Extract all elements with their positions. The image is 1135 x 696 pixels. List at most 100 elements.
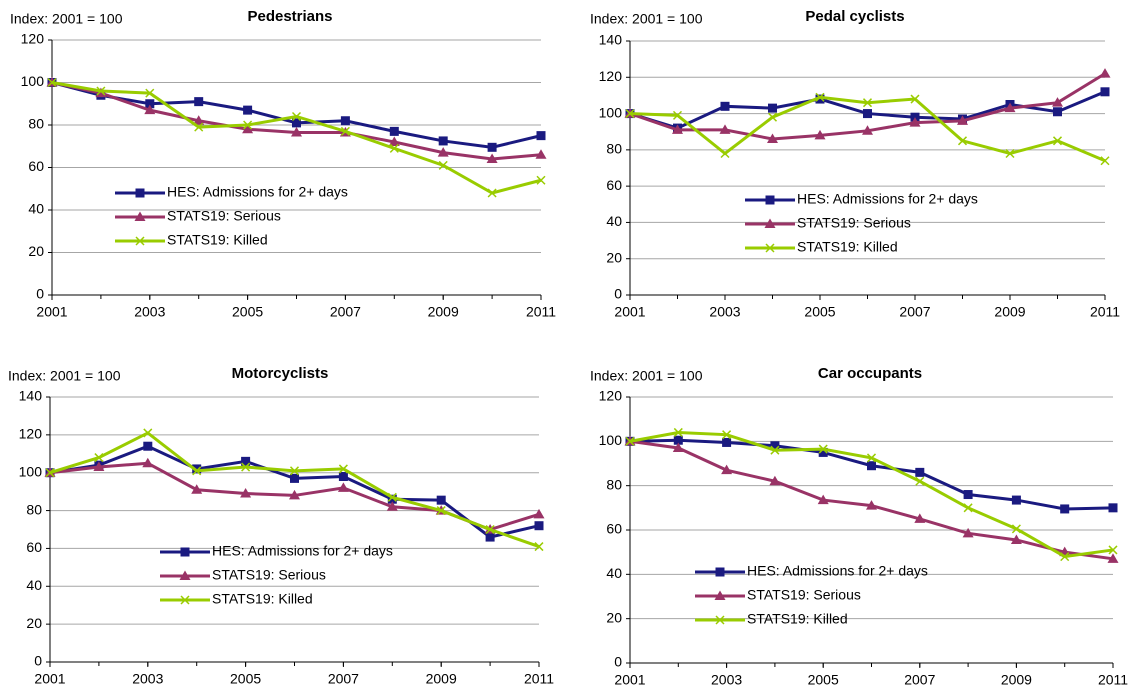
legend-marker	[715, 615, 725, 625]
y-tick-label: 60	[606, 521, 622, 537]
x-tick-label: 2005	[804, 304, 835, 320]
marker	[388, 136, 400, 146]
y-tick-label: 40	[28, 201, 44, 217]
legend-marker	[135, 188, 145, 198]
chart-title: Pedal cyclists	[805, 8, 904, 25]
marker	[862, 98, 873, 108]
y-tick-label: 20	[28, 243, 44, 259]
marker	[94, 453, 104, 463]
marker	[438, 160, 448, 170]
marker	[769, 475, 781, 486]
marker	[722, 437, 732, 447]
marker	[1053, 107, 1062, 117]
marker	[962, 527, 974, 538]
x-tick-label: 2007	[330, 304, 361, 320]
legend-label: STATS19: Serious	[747, 587, 861, 603]
marker	[243, 105, 253, 115]
y-tick-label: 0	[34, 653, 42, 669]
y-tick-label: 40	[26, 577, 42, 593]
marker	[722, 430, 732, 440]
y-tick-label: 0	[614, 654, 622, 670]
legend-marker	[715, 567, 725, 577]
marker	[240, 488, 252, 498]
x-tick-label: 2009	[426, 671, 457, 687]
x-tick-label: 2001	[34, 671, 65, 687]
x-tick-label: 2001	[614, 672, 645, 688]
marker	[536, 131, 546, 141]
marker	[1060, 552, 1070, 562]
marker	[289, 466, 300, 476]
x-tick-label: 2003	[132, 671, 163, 687]
y-tick-label: 120	[19, 426, 43, 442]
marker	[142, 457, 154, 468]
marker	[1011, 495, 1021, 505]
chart-title: Pedestrians	[247, 8, 332, 25]
y-axis-label: Index: 2001 = 100	[590, 11, 703, 27]
y-tick-label: 80	[26, 501, 42, 517]
marker	[957, 136, 968, 146]
marker	[289, 489, 300, 500]
legend-marker	[134, 211, 146, 221]
series-line	[629, 438, 1114, 511]
x-tick-label: 2003	[134, 304, 165, 320]
marker	[1060, 504, 1070, 514]
marker	[389, 143, 399, 153]
marker	[814, 129, 826, 140]
y-tick-label: 100	[599, 104, 623, 120]
marker	[909, 117, 921, 127]
marker	[910, 94, 920, 104]
marker	[815, 92, 825, 102]
y-tick-label: 60	[606, 177, 622, 193]
x-tick-label: 2005	[230, 671, 261, 687]
marker	[145, 99, 155, 109]
marker	[290, 473, 299, 483]
marker	[963, 503, 973, 513]
y-axis-label: Index: 2001 = 100	[590, 368, 703, 384]
y-tick-label: 100	[19, 463, 43, 479]
x-tick-label: 2011	[526, 304, 556, 320]
marker	[818, 444, 828, 454]
legend-marker	[714, 590, 726, 600]
legend-label: HES: Admissions for 2+ days	[212, 543, 393, 559]
marker	[387, 494, 397, 504]
y-tick-label: 140	[19, 388, 43, 404]
legend-label: STATS19: Killed	[797, 239, 898, 255]
x-tick-label: 2007	[899, 304, 930, 320]
marker	[292, 118, 301, 128]
x-tick-label: 2009	[1001, 672, 1032, 688]
marker	[535, 149, 547, 159]
marker	[241, 462, 251, 472]
marker	[145, 88, 155, 98]
legend-marker	[179, 570, 191, 580]
x-tick-label: 2005	[808, 672, 839, 688]
legend-label: STATS19: Serious	[797, 215, 911, 231]
marker	[485, 532, 495, 542]
x-tick-label: 2007	[328, 671, 359, 687]
marker	[191, 484, 203, 494]
marker	[720, 148, 730, 159]
marker	[387, 492, 397, 502]
legend-label: STATS19: Killed	[212, 591, 313, 607]
marker	[866, 453, 877, 463]
marker	[337, 482, 349, 492]
legend-marker	[765, 243, 775, 253]
marker	[436, 495, 446, 505]
series-line	[49, 431, 540, 548]
marker	[534, 542, 544, 552]
marker	[721, 464, 733, 475]
marker	[436, 506, 446, 516]
marker	[487, 142, 497, 152]
marker	[291, 126, 302, 137]
marker	[915, 476, 925, 486]
marker	[720, 101, 730, 111]
marker	[914, 513, 926, 523]
marker	[533, 508, 545, 519]
marker	[487, 188, 497, 198]
y-tick-label: 20	[606, 609, 622, 625]
marker	[1099, 68, 1111, 78]
y-tick-label: 0	[614, 286, 622, 302]
marker	[438, 136, 448, 146]
marker	[963, 490, 973, 500]
marker	[1052, 136, 1063, 146]
